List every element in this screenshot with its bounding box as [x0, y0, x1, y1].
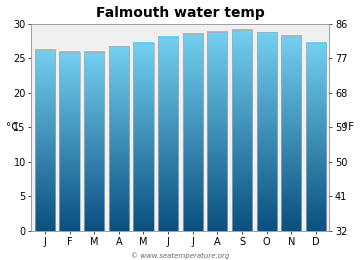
- Bar: [133, 43, 153, 231]
- Bar: [109, 46, 129, 231]
- Bar: [35, 50, 55, 231]
- Bar: [59, 52, 80, 231]
- Bar: [281, 36, 301, 231]
- Y-axis label: °C: °C: [5, 122, 18, 132]
- Title: Falmouth water temp: Falmouth water temp: [96, 5, 265, 19]
- Bar: [306, 43, 326, 231]
- Bar: [183, 34, 203, 231]
- Bar: [232, 30, 252, 231]
- Bar: [84, 52, 104, 231]
- Bar: [207, 32, 228, 231]
- Bar: [257, 32, 277, 231]
- Text: © www.seatemperature.org: © www.seatemperature.org: [131, 252, 229, 259]
- Y-axis label: °F: °F: [343, 122, 355, 132]
- Bar: [158, 37, 178, 231]
